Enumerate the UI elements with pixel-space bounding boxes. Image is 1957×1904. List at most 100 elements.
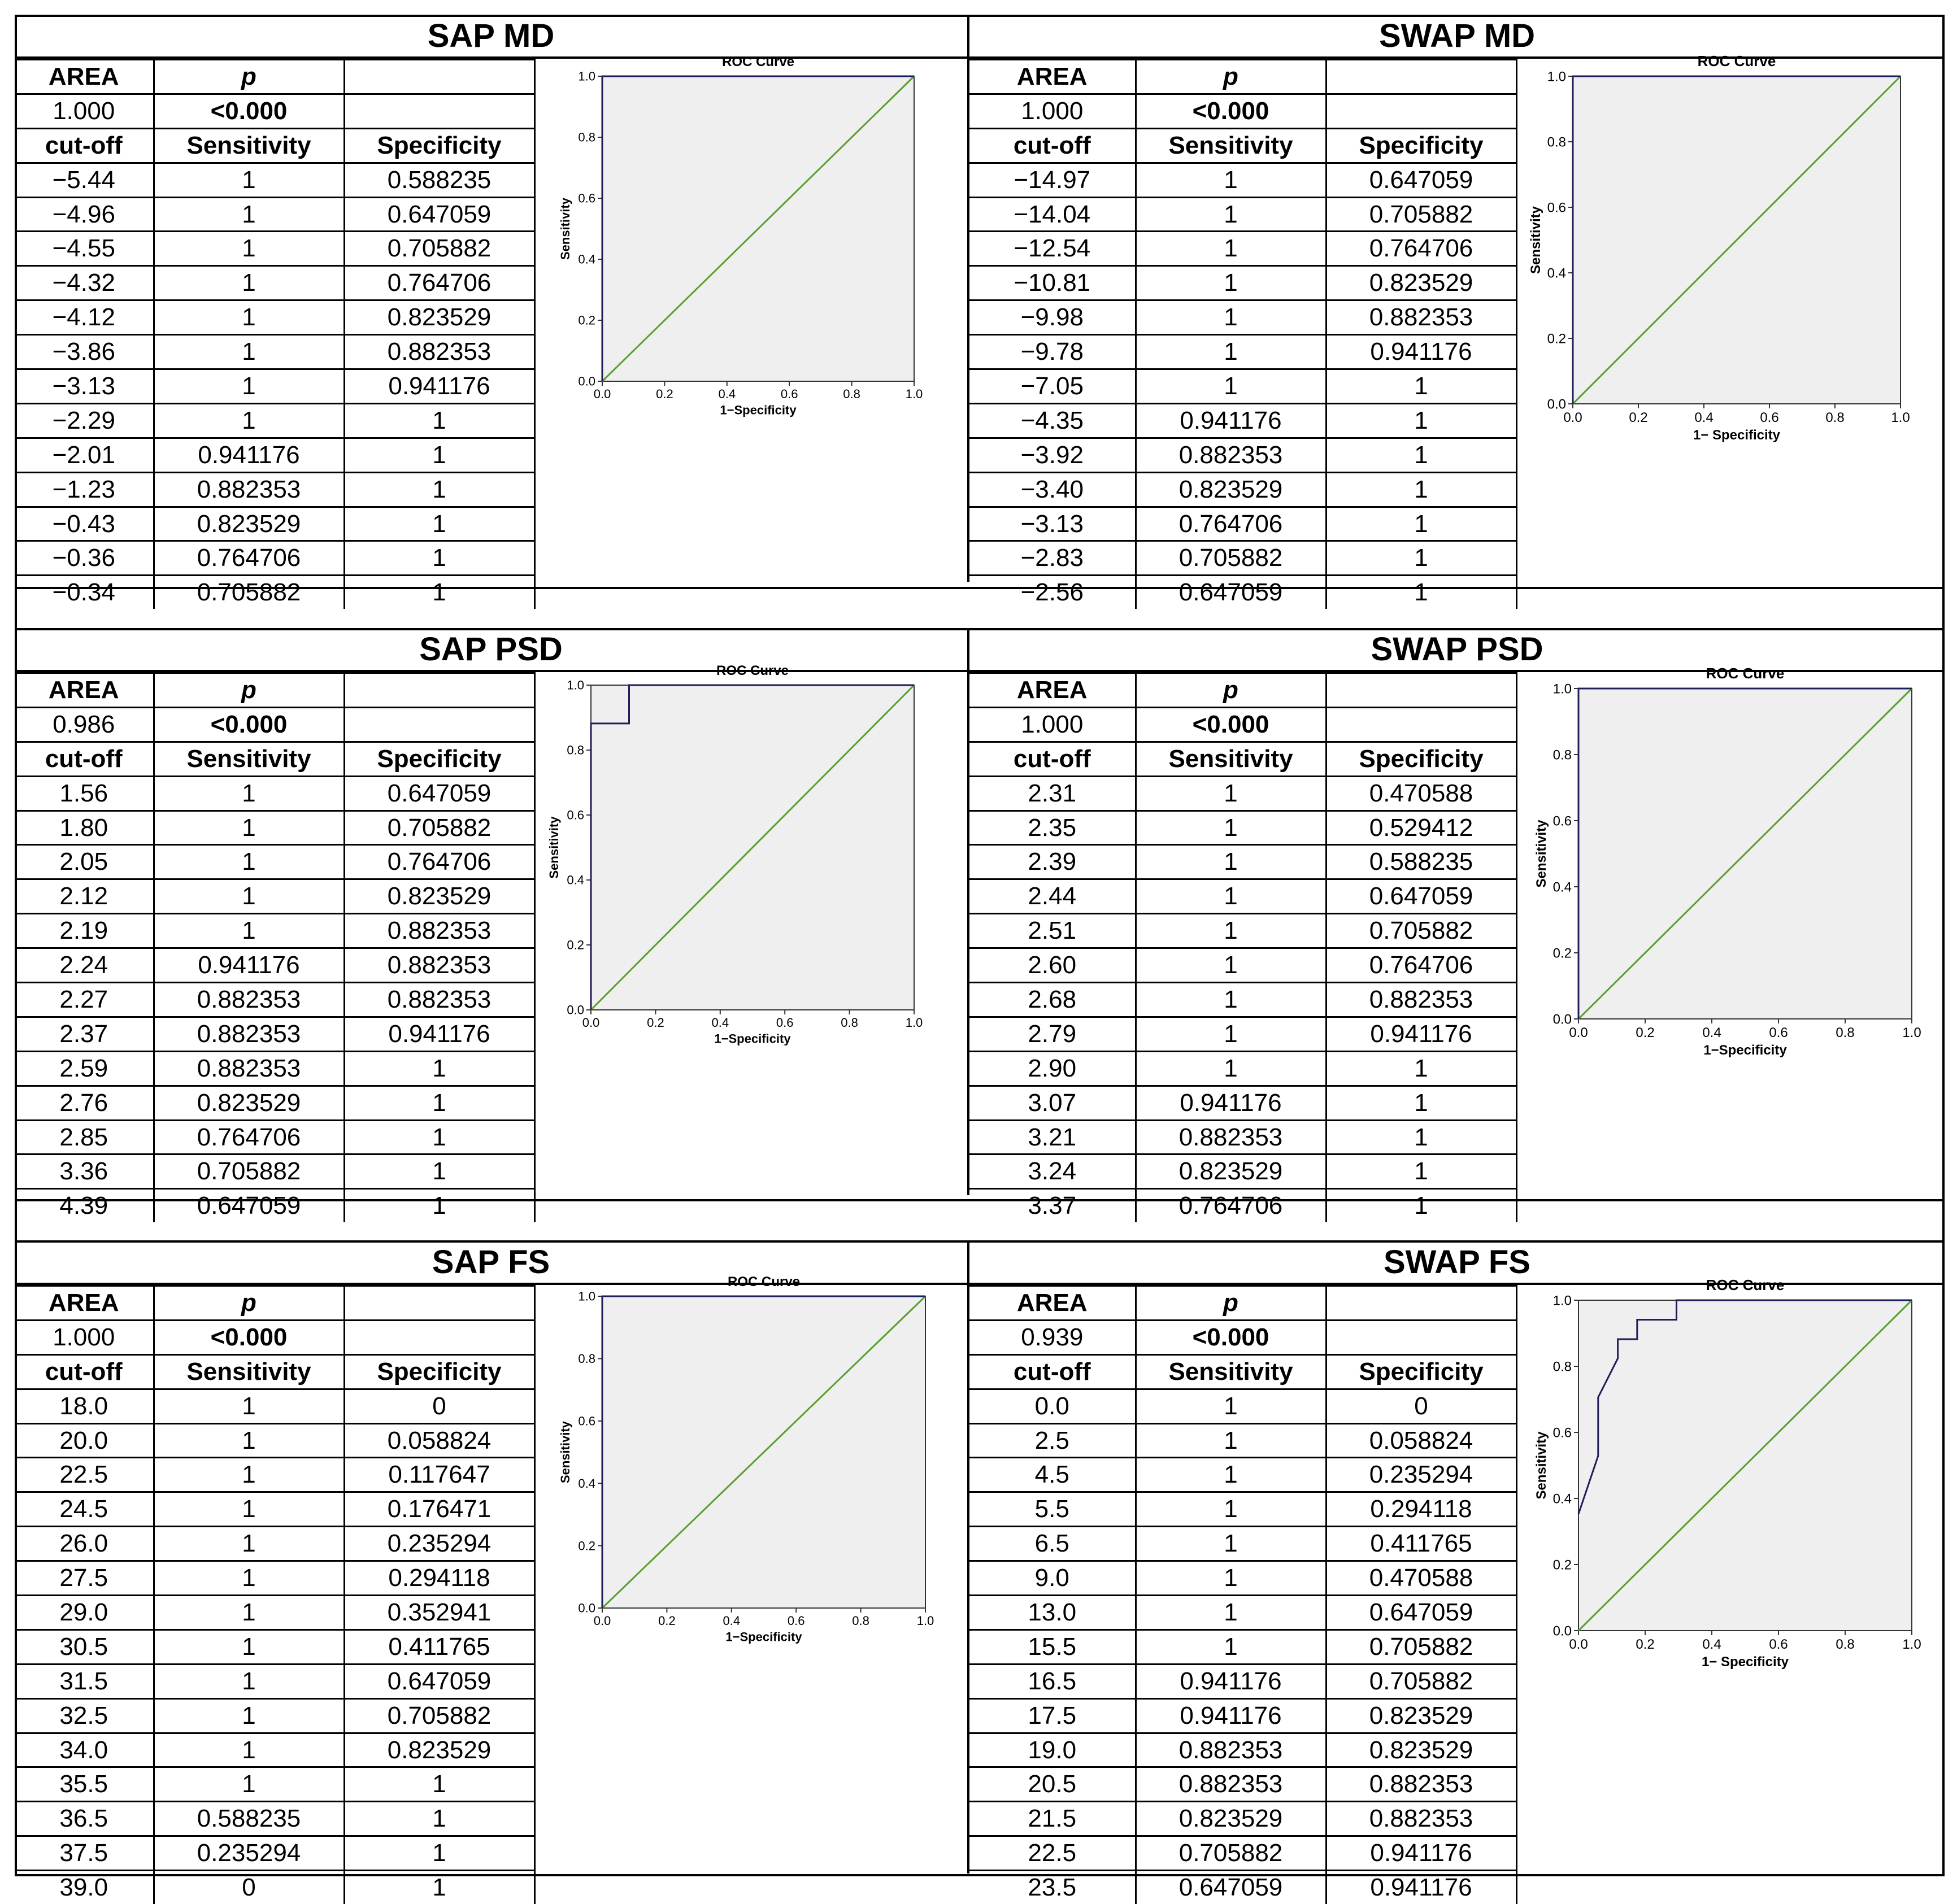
table-row: −2.83 0.705882 1 [969,540,1517,577]
area-label: AREA [15,672,155,708]
area-label: AREA [15,59,155,95]
panel-row: SAP PSD AREA p 0.986 <0.000 cut-off Sensitivit… [15,628,1945,1223]
sensitivity-cell: 0.705882 [1134,1835,1327,1872]
x-tick-label: 1.0 [1891,410,1910,425]
empty-cell [1325,59,1517,95]
chart-title: ROC Curve [728,1274,800,1289]
x-axis-label: 1−Specificity [725,1630,802,1644]
specificity-cell: 1 [343,1119,536,1156]
swap_md-title: SWAP MD [969,15,1945,59]
cutoff-cell: 2.44 [969,878,1137,915]
x-tick-label: 0.0 [1569,1637,1588,1652]
chart-title: ROC Curve [1698,53,1776,69]
cutoff-cell: −3.13 [969,506,1137,542]
cutoff-cell: −2.56 [969,574,1137,609]
sap_psd-title: SAP PSD [15,628,967,672]
sensitivity-cell: 1 [1134,1388,1327,1424]
specificity-cell: 0 [343,1388,536,1424]
sensitivity-cell: 1 [1134,1594,1327,1631]
sensitivity-cell: 1 [153,1491,345,1528]
cutoff-cell: −2.83 [969,540,1137,577]
specificity-cell: 0.882353 [343,913,536,949]
cutoff-cell: −2.01 [15,437,155,473]
x-axis-label: 1−Specificity [714,1032,791,1046]
sensitivity-cell: 1 [153,844,345,881]
table-row: −3.13 1 0.941176 [15,368,536,404]
specificity-cell: 0.823529 [343,299,536,336]
column-header: Specificity [343,740,536,777]
sensitivity-cell: 1 [153,299,345,336]
x-axis-label: 1− Specificity [1693,428,1781,443]
empty-cell [1325,672,1517,708]
chart-title: ROC Curve [716,663,789,678]
specificity-cell: 0 [1325,1388,1517,1424]
cutoff-cell: 34.0 [15,1732,155,1768]
cutoff-cell: 3.24 [969,1153,1137,1190]
swap_md-table: AREA p 1.000 <0.000 cut-off Sensitivity Specif… [969,59,1517,609]
cutoff-cell: 16.5 [969,1663,1137,1700]
cutoff-cell: 2.79 [969,1016,1137,1052]
sensitivity-cell: 1 [153,230,345,267]
cutoff-cell: −3.13 [15,368,155,404]
p-label: p [1134,1285,1327,1321]
sensitivity-cell: 1 [1134,1422,1327,1459]
sensitivity-cell: 0.764706 [153,540,345,577]
empty-cell [343,1319,536,1356]
cutoff-cell: 2.60 [969,947,1137,984]
x-tick-label: 1.0 [917,1614,934,1628]
p-value: <0.000 [153,1319,345,1356]
y-tick-label: 0.8 [567,743,584,757]
y-tick-label: 0.8 [1553,1359,1572,1374]
panel-title-text: SWAP PSD [1371,631,1543,668]
sensitivity-cell: 1 [153,913,345,949]
cutoff-cell: 2.05 [15,844,155,881]
area-header-row: AREA p [969,59,1517,95]
cutoff-cell: −4.96 [15,196,155,233]
y-tick-label: 0.0 [567,1003,584,1017]
table-row: 2.79 1 0.941176 [969,1016,1517,1052]
x-tick-label: 0.2 [1629,410,1647,425]
area-label: AREA [969,59,1137,95]
specificity-cell: 0.941176 [343,368,536,404]
sensitivity-cell: 1 [153,1766,345,1803]
cutoff-cell: −12.54 [969,230,1137,267]
sensitivity-cell: 1 [153,334,345,371]
specificity-cell: 1 [1325,1188,1517,1223]
column-header: Sensitivity [153,127,345,164]
x-tick-label: 0.6 [1769,1637,1788,1652]
x-tick-label: 0.2 [647,1016,664,1030]
specificity-cell: 0.647059 [343,1663,536,1700]
column-header-row: cut-off Sensitivity Specificity [969,127,1517,164]
sap_md-panel: SAP MD AREA p 1.000 <0.000 cut-off Sensitivity… [15,15,967,609]
x-tick-label: 0.0 [594,1614,611,1628]
y-tick-label: 0.2 [1553,1557,1572,1572]
y-tick-label: 1.0 [1547,69,1566,84]
table-row: 34.0 1 0.823529 [15,1732,536,1768]
column-header: Sensitivity [153,740,345,777]
roc-curve [601,75,914,381]
cutoff-cell: 2.12 [15,878,155,915]
x-tick-label: 0.6 [788,1614,805,1628]
y-tick-label: 0.6 [1547,200,1566,215]
cutoff-cell: 3.07 [969,1084,1137,1121]
cutoff-cell: 2.35 [969,809,1137,846]
cutoff-cell: 2.5 [969,1422,1137,1459]
chart-title: ROC Curve [1706,665,1785,682]
y-tick-label: 0.8 [578,130,595,145]
specificity-cell: 0.647059 [1325,1594,1517,1631]
y-tick-label: 0.6 [1553,813,1572,829]
cutoff-cell: 19.0 [969,1732,1137,1768]
table-row: −4.12 1 0.823529 [15,299,536,336]
roc-curve [601,1295,925,1608]
specificity-cell: 0.352941 [343,1594,536,1631]
specificity-cell: 0.941176 [1325,1835,1517,1872]
table-row: 3.36 0.705882 1 [15,1153,536,1190]
sensitivity-cell: 1 [1134,982,1327,1018]
table-row: 2.05 1 0.764706 [15,844,536,881]
cutoff-cell: 26.0 [15,1526,155,1562]
x-tick-label: 0.0 [594,387,611,401]
roc-curve [1577,687,1912,1019]
sensitivity-cell: 1 [1134,1560,1327,1597]
column-header: Sensitivity [153,1353,345,1390]
table-row: 4.5 1 0.235294 [969,1457,1517,1493]
